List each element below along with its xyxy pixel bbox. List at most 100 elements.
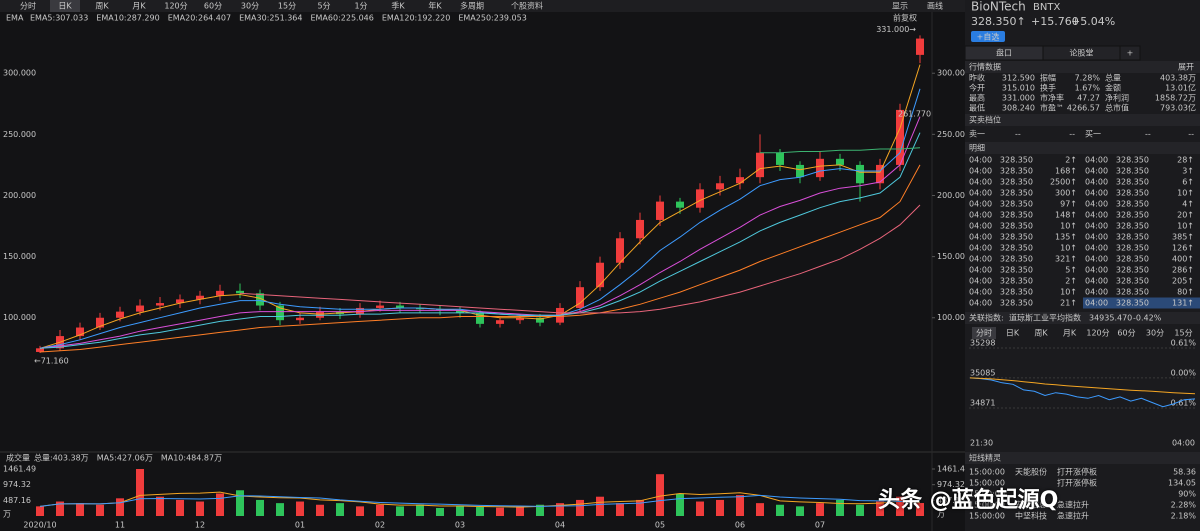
index-tick-label: 35298 bbox=[970, 339, 995, 348]
trade-cell: 04:00 bbox=[969, 222, 992, 231]
volume-tick-label-right: 974.32 bbox=[937, 480, 965, 489]
candle-body bbox=[436, 309, 444, 311]
y-tick-label-right: 100.000 bbox=[937, 313, 965, 322]
tab-bg bbox=[1119, 45, 1141, 61]
toolbar-item[interactable]: 1分 bbox=[354, 2, 367, 11]
toolbar-item[interactable]: 周K bbox=[95, 2, 109, 11]
candle-body bbox=[456, 310, 464, 313]
volume-bar bbox=[856, 504, 864, 516]
index-tab[interactable]: 周K bbox=[1034, 329, 1048, 338]
toolbar-right[interactable]: 画线 bbox=[927, 1, 943, 11]
index-tab[interactable]: 60分 bbox=[1117, 329, 1135, 338]
index-tick-label-right: 0.61% bbox=[1171, 339, 1197, 348]
toolbar-right[interactable]: 显示 bbox=[892, 2, 908, 11]
expand[interactable]: 展开 bbox=[1178, 63, 1194, 72]
volume-bar bbox=[556, 503, 564, 516]
short-term-cell: 中坚科技 bbox=[1015, 511, 1047, 521]
order-cell: -- bbox=[1015, 130, 1021, 139]
y-tick-label-right: 200.000 bbox=[937, 191, 965, 200]
section-bg bbox=[965, 452, 1200, 464]
toolbar-item[interactable]: 个股资料 bbox=[511, 1, 543, 11]
panel-bg bbox=[965, 0, 1200, 531]
price-annotation: 261.770 bbox=[898, 109, 931, 118]
volume-bar bbox=[56, 501, 64, 516]
order-cell: -- bbox=[1145, 130, 1151, 139]
candle-body bbox=[836, 158, 844, 165]
trade-cell: 328.350 bbox=[1000, 189, 1033, 198]
toolbar-item[interactable]: 15分 bbox=[278, 2, 296, 11]
candle-body bbox=[896, 109, 904, 165]
candle-body bbox=[876, 164, 884, 184]
index-tick-label-right: 0.61% bbox=[1171, 399, 1197, 408]
candle-body bbox=[236, 290, 244, 294]
trade-cell: 04:00 bbox=[1085, 255, 1108, 264]
trade-cell: 10↑ bbox=[1060, 288, 1077, 297]
volume-ma-line bbox=[39, 491, 921, 508]
x-tick-label: 11 bbox=[115, 521, 125, 530]
volume-bar bbox=[696, 501, 704, 516]
volume-bar bbox=[276, 503, 284, 516]
market-cell: 793.03亿 bbox=[1160, 103, 1196, 113]
index-tab[interactable]: 30分 bbox=[1146, 329, 1164, 338]
index-tab[interactable]: 15分 bbox=[1174, 329, 1192, 338]
toolbar-item[interactable]: 5分 bbox=[317, 2, 330, 11]
trade-cell: 4↑ bbox=[1182, 200, 1194, 209]
toolbar-item[interactable]: 年K bbox=[428, 1, 442, 11]
trade-cell: 04:00 bbox=[1085, 277, 1108, 286]
index-tab[interactable]: 分时 bbox=[976, 328, 992, 338]
watch-button[interactable]: +自选 bbox=[977, 32, 1000, 42]
adjust-label[interactable]: 前复权 bbox=[893, 13, 917, 23]
toolbar-item[interactable]: 分时 bbox=[20, 1, 36, 11]
short-term-cell: 15:00:00 bbox=[969, 501, 1005, 510]
y-tick-label-right: 300.000 bbox=[937, 69, 965, 78]
toolbar-item[interactable]: 多周期 bbox=[460, 1, 484, 11]
market-cell: 昨收 bbox=[969, 73, 985, 83]
x-tick-label: 01 bbox=[295, 521, 305, 530]
tab[interactable]: 论股堂 bbox=[1070, 48, 1094, 58]
section-bg bbox=[965, 312, 1200, 324]
toolbar-item[interactable]: 60分 bbox=[204, 2, 222, 11]
trade-cell: 10↑ bbox=[1177, 222, 1194, 231]
index-time-label: 21:30 bbox=[970, 439, 993, 448]
short-term-cell: 134.05 bbox=[1168, 479, 1196, 488]
toolbar-item[interactable]: 季K bbox=[391, 1, 405, 11]
market-cell: 315.010 bbox=[1002, 84, 1035, 93]
tab[interactable]: + bbox=[1127, 49, 1134, 58]
volume-bar bbox=[896, 496, 904, 516]
volume-bar bbox=[716, 499, 724, 516]
index-tab[interactable]: 月K bbox=[1063, 329, 1077, 338]
volume-bar bbox=[296, 501, 304, 516]
short-term-cell: 90% bbox=[1178, 490, 1196, 499]
market-cell: 今开 bbox=[969, 83, 985, 93]
market-cell: 总市值 bbox=[1105, 103, 1129, 113]
legend-entry: EMA20:264.407 bbox=[168, 14, 231, 23]
index-tab[interactable]: 日K bbox=[1006, 329, 1020, 338]
trade-cell: 286↑ bbox=[1172, 266, 1194, 275]
candle-body bbox=[676, 201, 684, 208]
candle-body bbox=[36, 348, 44, 352]
trade-cell: 04:00 bbox=[1085, 189, 1108, 198]
index-tab[interactable]: 120分 bbox=[1086, 329, 1109, 338]
trade-cell: 04:00 bbox=[1085, 233, 1108, 242]
trade-cell: 205↑ bbox=[1172, 277, 1194, 286]
x-tick-label: 04 bbox=[555, 521, 565, 530]
toolbar-item[interactable]: 日K bbox=[58, 2, 72, 11]
trade-cell: 2↑ bbox=[1065, 156, 1077, 165]
toolbar-item[interactable]: 120分 bbox=[164, 2, 187, 11]
market-cell: 最高 bbox=[969, 93, 985, 103]
market-cell: 13.01亿 bbox=[1165, 83, 1196, 93]
trade-cell: 04:00 bbox=[1085, 288, 1108, 297]
tab[interactable]: 盘口 bbox=[996, 48, 1012, 58]
index-line bbox=[969, 377, 1196, 395]
index-tab-active bbox=[972, 327, 996, 339]
toolbar-item[interactable]: 月K bbox=[132, 2, 146, 11]
price-annotation: ←71.160 bbox=[34, 357, 69, 366]
toolbar-item[interactable]: 30分 bbox=[241, 2, 259, 11]
volume-bar bbox=[916, 503, 924, 516]
market-cell: 换手 bbox=[1040, 83, 1056, 93]
trade-cell: 04:00 bbox=[1085, 167, 1108, 176]
index-info: 34935.470 bbox=[1089, 314, 1132, 323]
trade-cell: 04:00 bbox=[969, 156, 992, 165]
y-tick-label-right: 250.000 bbox=[937, 130, 965, 139]
trade-cell: 328.350 bbox=[1116, 299, 1149, 308]
